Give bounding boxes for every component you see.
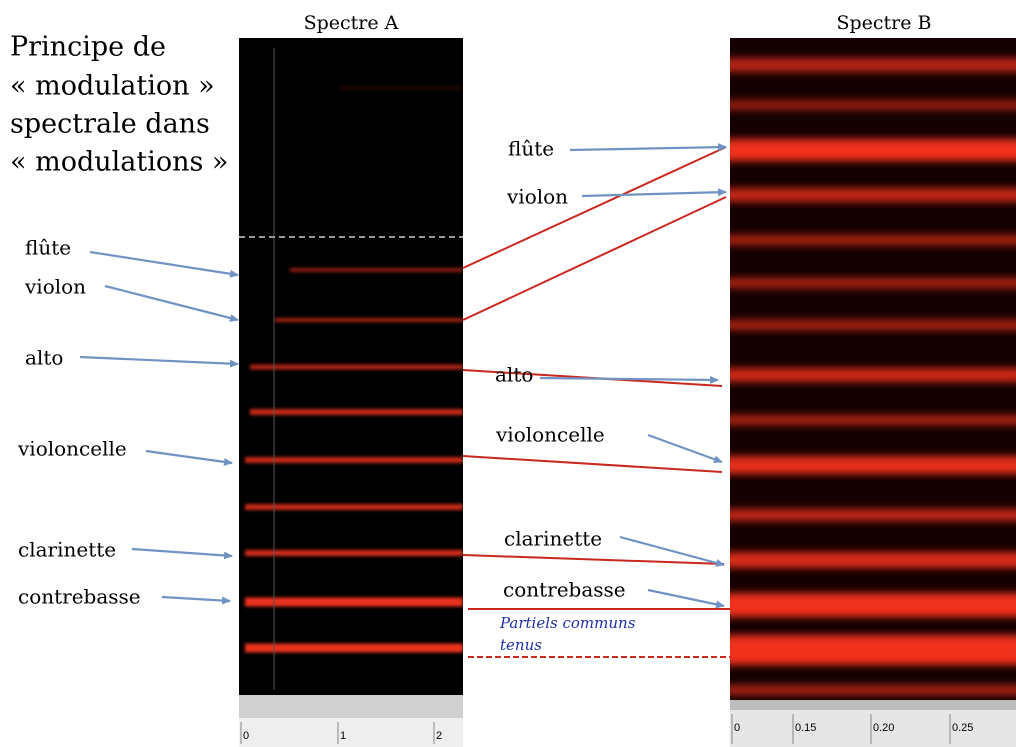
spectral-band — [250, 409, 463, 415]
instrument-label: clarinette — [18, 538, 116, 562]
spectral-band — [730, 139, 1016, 161]
spectral-band — [730, 320, 1016, 330]
arrow — [161, 595, 231, 605]
instrument-label: clarinette — [504, 527, 602, 551]
scroll-strip — [730, 700, 1016, 710]
instrument-label: flûte — [25, 236, 71, 260]
spectral-band — [730, 509, 1016, 521]
arrow — [89, 250, 239, 278]
spectral-band — [730, 456, 1016, 474]
spectral-band — [730, 685, 1016, 695]
arrow — [647, 588, 725, 609]
instrument-label: contrebasse — [503, 578, 626, 602]
tick-label: 2 — [436, 730, 442, 742]
instrument-label: alto — [25, 346, 63, 370]
panel-title: Spectre A — [304, 12, 399, 34]
arrow — [581, 188, 727, 198]
spectral-band — [730, 415, 1016, 425]
tick-label: 0.25 — [952, 722, 973, 734]
spectral-band — [250, 364, 463, 370]
instrument-label: violon — [24, 275, 86, 299]
bands-b — [730, 58, 1016, 695]
spectral-band — [730, 235, 1016, 245]
spectral-band — [730, 635, 1016, 665]
left-labels: flûte violon alto violoncelle clarinette… — [17, 236, 239, 609]
spectral-band — [730, 278, 1016, 288]
title-line: « modulation » — [10, 71, 215, 102]
spectral-band — [730, 552, 1016, 568]
arrow — [131, 547, 233, 560]
title-line: « modulations » — [10, 147, 228, 178]
instrument-label: violoncelle — [495, 423, 605, 447]
bands-a — [245, 87, 463, 653]
arrow — [79, 355, 239, 368]
spectral-band — [275, 318, 463, 322]
arrow — [539, 375, 719, 384]
tick-label: 0.20 — [873, 722, 894, 734]
time-axis — [730, 710, 1016, 747]
spectral-band — [730, 368, 1016, 382]
slide-title: Principe de « modulation » spectrale dan… — [10, 32, 228, 178]
spectral-band — [730, 100, 1016, 110]
spectral-band — [245, 643, 463, 653]
instrument-label: violoncelle — [17, 437, 127, 461]
ticks-b: 0 0.15 0.20 0.25 — [731, 714, 973, 744]
panel-title: Spectre B — [836, 12, 931, 34]
connector — [462, 455, 723, 473]
connector — [462, 196, 727, 321]
connector — [462, 554, 725, 565]
spectral-band — [245, 550, 463, 556]
time-axis — [239, 718, 463, 747]
spectral-band — [245, 457, 463, 463]
note-line: Partiels communs — [499, 614, 636, 632]
instrument-label: flûte — [508, 137, 554, 161]
arrow — [619, 535, 725, 567]
scroll-strip — [239, 695, 463, 718]
spectral-band — [730, 593, 1016, 617]
spectral-band — [245, 597, 463, 607]
ticks-a: 0 1 2 — [240, 722, 442, 744]
instrument-label: alto — [495, 363, 533, 387]
tick-label: 0 — [243, 730, 249, 742]
arrow — [104, 284, 239, 322]
spectral-band — [730, 58, 1016, 72]
instrument-label: contrebasse — [18, 585, 141, 609]
spectral-band — [245, 504, 463, 510]
spectral-band — [730, 188, 1016, 202]
arrow — [647, 433, 723, 464]
instrument-label: violon — [506, 185, 568, 209]
arrow — [569, 143, 727, 152]
title-line: Principe de — [10, 32, 166, 63]
arrow — [145, 449, 233, 466]
spectral-band — [340, 87, 463, 89]
title-line: spectrale dans — [10, 109, 210, 140]
spectral-band — [290, 268, 463, 272]
connector — [462, 146, 727, 269]
tick-label: 0.15 — [795, 722, 816, 734]
note-line: tenus — [500, 636, 542, 654]
tick-label: 1 — [340, 730, 346, 742]
middle-labels: flûte violon alto violoncelle clarinette… — [495, 137, 727, 654]
tick-label: 0 — [734, 722, 740, 734]
